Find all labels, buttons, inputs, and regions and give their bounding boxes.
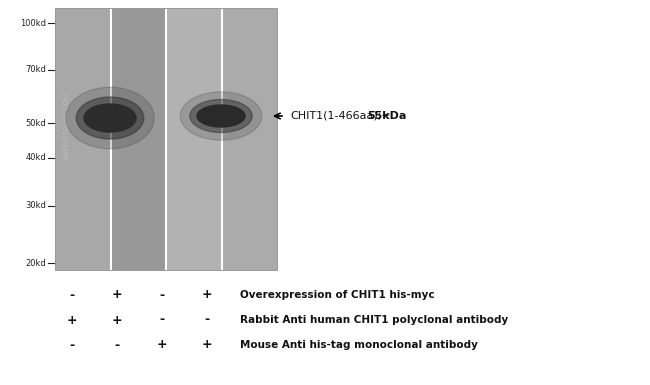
Text: 30kd: 30kd	[25, 201, 46, 211]
Text: +: +	[157, 338, 167, 352]
Text: +: +	[202, 288, 213, 301]
Text: +: +	[112, 288, 122, 301]
Text: 55kDa: 55kDa	[367, 111, 406, 121]
Text: -: -	[205, 313, 209, 326]
Text: +: +	[67, 313, 77, 326]
Ellipse shape	[66, 87, 154, 149]
Bar	[55, 8, 111, 270]
Ellipse shape	[180, 92, 262, 140]
Ellipse shape	[84, 104, 136, 132]
Text: Mouse Anti his-tag monoclonal antibody: Mouse Anti his-tag monoclonal antibody	[240, 340, 478, 350]
Bar	[111, 8, 166, 270]
Text: Overexpression of CHIT1 his-myc: Overexpression of CHIT1 his-myc	[240, 290, 435, 300]
Text: 20kd: 20kd	[25, 258, 46, 268]
Text: 40kd: 40kd	[25, 154, 46, 162]
Text: 100kd: 100kd	[20, 18, 46, 27]
Bar	[55, 8, 277, 270]
Text: CHIT1(1-466aa);~: CHIT1(1-466aa);~	[290, 111, 391, 121]
Text: 70kd: 70kd	[25, 65, 46, 75]
Bar	[222, 8, 277, 270]
Text: WWW.PTGLAB.COM: WWW.PTGLAB.COM	[64, 92, 70, 160]
Text: -: -	[159, 288, 164, 301]
Ellipse shape	[190, 99, 252, 132]
Text: -: -	[114, 338, 120, 352]
Text: +: +	[202, 338, 213, 352]
Text: Rabbit Anti human CHIT1 polyclonal antibody: Rabbit Anti human CHIT1 polyclonal antib…	[240, 315, 508, 325]
Ellipse shape	[197, 105, 245, 127]
Ellipse shape	[76, 97, 144, 139]
Text: 50kd: 50kd	[25, 119, 46, 127]
Text: +: +	[112, 313, 122, 326]
Text: -: -	[70, 338, 75, 352]
Bar	[166, 8, 222, 270]
Text: -: -	[159, 313, 164, 326]
Text: -: -	[70, 288, 75, 301]
